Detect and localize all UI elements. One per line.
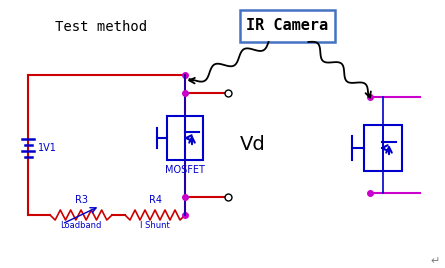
Bar <box>364 125 402 171</box>
Bar <box>240 10 335 42</box>
Text: ↵: ↵ <box>431 256 440 266</box>
Text: Test method: Test method <box>55 20 147 34</box>
Text: R3: R3 <box>74 195 88 205</box>
Text: IR Camera: IR Camera <box>247 18 328 34</box>
Text: 1V1: 1V1 <box>38 143 57 153</box>
Text: I Shunt: I Shunt <box>140 221 170 230</box>
Bar <box>167 116 203 160</box>
Text: MOSFET: MOSFET <box>165 165 205 175</box>
Text: R4: R4 <box>149 195 162 205</box>
Text: Vd: Vd <box>240 136 266 154</box>
Text: Loadband: Loadband <box>61 221 102 230</box>
